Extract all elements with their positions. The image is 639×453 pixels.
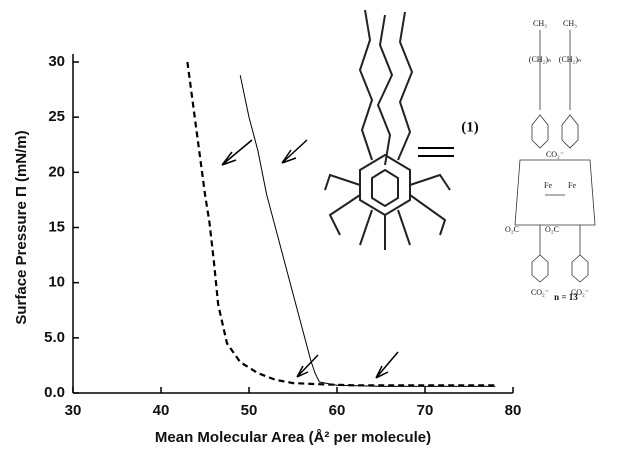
x-tick-label: 50	[241, 402, 258, 419]
y-tick-label: 10	[48, 274, 65, 291]
molecule-drawing	[325, 10, 450, 250]
y-tick-label: 15	[48, 218, 65, 235]
structure-label: (CH₂)ₙ	[529, 55, 551, 64]
structure-label: Fe	[544, 181, 552, 190]
structure-label: O₂C	[505, 225, 519, 234]
annotation: (1)	[461, 119, 479, 135]
structure-label: CH₃	[533, 19, 547, 28]
x-tick-label: 30	[65, 402, 82, 419]
structure-label: CO₂⁻	[546, 150, 564, 159]
structure-label: (CH₂)ₙ	[559, 55, 581, 64]
y-tick-label: 30	[48, 53, 65, 70]
y-axis-label: Surface Pressure Π (mN/m)	[13, 130, 30, 324]
x-tick-label: 60	[329, 402, 346, 419]
x-tick-label: 70	[417, 402, 434, 419]
structure-label: CH₃	[563, 19, 577, 28]
x-tick-label: 80	[505, 402, 522, 419]
structure-label: O₂C	[545, 225, 559, 234]
x-tick-label: 40	[153, 402, 170, 419]
y-tick-label: 20	[48, 163, 65, 180]
x-axis-label: Mean Molecular Area (Å² per molecule)	[155, 429, 431, 446]
line	[187, 62, 495, 385]
y-tick-label: 5.0	[44, 329, 65, 346]
structure-label: CO₂⁻	[571, 288, 589, 297]
arrows	[222, 140, 398, 378]
structure-label: CO₂⁻	[531, 288, 549, 297]
y-tick-label: 0.0	[44, 384, 65, 401]
chart: 0.0 5.0 10 15 20 25 30 30 40 50 60 70 80 Mean Molecul…	[0, 0, 639, 453]
y-tick-label: 25	[48, 108, 65, 125]
structure-label: Fe	[568, 181, 576, 190]
line	[240, 75, 495, 386]
